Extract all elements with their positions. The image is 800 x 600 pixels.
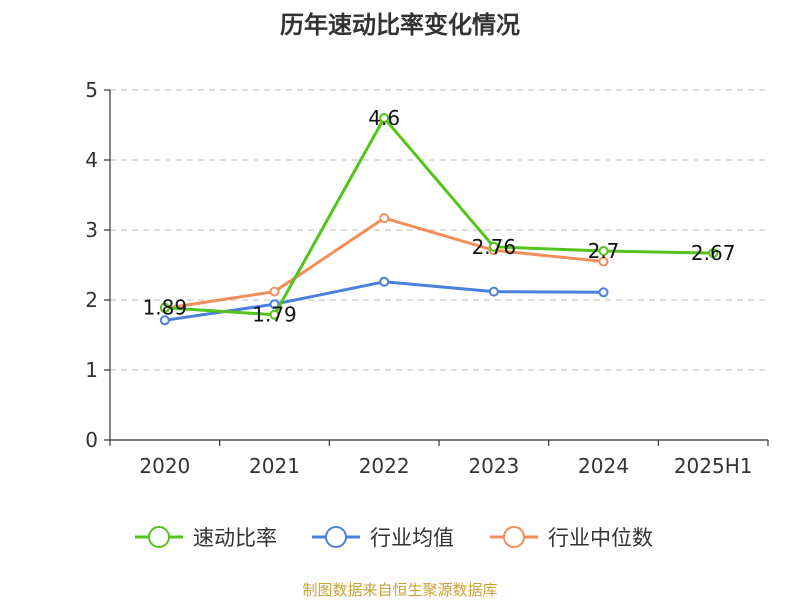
legend-label: 行业中位数	[548, 526, 653, 550]
data-labels: 1.89 1.79 4.6 2.76 2.7 2.67	[143, 106, 736, 327]
y-tick-label: 5	[85, 78, 98, 102]
data-point-2[interactable]	[598, 256, 609, 267]
legend-item-2[interactable]: 行业中位数	[490, 526, 653, 550]
y-tick-label: 4	[85, 148, 98, 172]
data-point-2[interactable]	[379, 213, 390, 224]
data-label: 2.7	[588, 239, 620, 263]
y-tick-label: 1	[85, 358, 98, 382]
x-tick-label: 2021	[249, 454, 300, 478]
x-tick-label: 2023	[468, 454, 519, 478]
data-label: 1.89	[143, 296, 188, 320]
series-line-0	[164, 116, 714, 317]
source-note: 制图数据来自恒生聚源数据库	[302, 581, 497, 599]
data-point-0[interactable]	[598, 246, 609, 256]
axes: 0 1 2 3 4 5 2020 2021 2022 2023 2024 2025H1	[85, 78, 769, 478]
data-point-0[interactable]	[488, 241, 499, 252]
chart-title: 历年速动比率变化情况	[280, 11, 520, 39]
gridlines	[110, 89, 768, 371]
data-point-0[interactable]	[379, 113, 390, 123]
legend-marker-icon	[148, 526, 170, 548]
data-point-1[interactable]	[159, 315, 170, 326]
y-tick-label: 2	[85, 288, 98, 312]
legend-marker-icon	[503, 526, 525, 548]
data-point-1[interactable]	[598, 287, 609, 298]
legend-item-1[interactable]: 行业均值	[312, 526, 454, 550]
legend-label: 行业均值	[370, 526, 454, 550]
series-layer	[159, 113, 719, 326]
x-tick-label: 2022	[359, 454, 410, 478]
data-point-0[interactable]	[708, 248, 719, 259]
x-tick-label: 2020	[139, 454, 190, 478]
data-label: 2.67	[691, 241, 736, 265]
series-line-1	[164, 280, 604, 322]
legend-marker-icon	[325, 526, 347, 548]
data-label: 2.76	[472, 235, 517, 259]
y-tick-label: 0	[85, 428, 98, 452]
data-label: 1.79	[252, 303, 297, 327]
legend-label: 速动比率	[193, 526, 277, 550]
x-tick-label: 2024	[578, 454, 629, 478]
legend-item-0[interactable]: 速动比率	[135, 526, 277, 550]
legend[interactable]: 速动比率 行业均值 行业中位数	[135, 526, 653, 550]
series-line-2	[164, 216, 604, 310]
data-point-1[interactable]	[488, 286, 499, 297]
x-tick-label: 2025H1	[674, 454, 753, 478]
data-point-2[interactable]	[269, 286, 280, 297]
data-point-0[interactable]	[269, 309, 280, 320]
data-point-1[interactable]	[379, 276, 390, 287]
data-point-0[interactable]	[159, 302, 170, 313]
y-tick-label: 3	[85, 218, 98, 242]
data-point-1[interactable]	[269, 299, 280, 310]
data-label: 4.6	[368, 106, 400, 130]
